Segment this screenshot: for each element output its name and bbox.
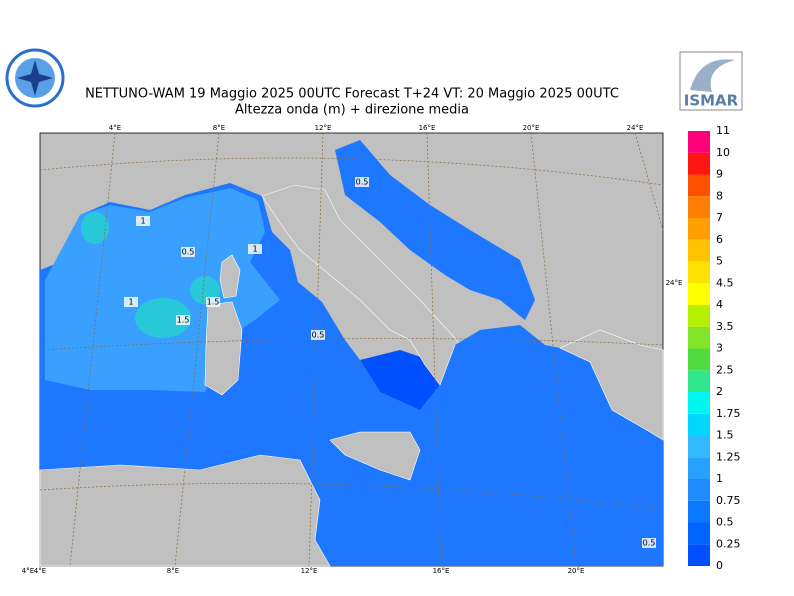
legend-label: 4 [716,298,723,311]
legend-swatch [688,239,710,262]
contour-label: 1 [252,245,257,254]
lon-label: 8°E [213,124,225,132]
lon-label: 20°E [523,124,540,132]
contour-label-bg [642,538,656,548]
subtitle: Altezza onda (m) + direzione media [235,103,469,118]
lon-label: 12°E [315,124,332,132]
contour-label: 1 [128,298,133,307]
legend-label: 3 [716,342,723,355]
legend-swatch [688,370,710,392]
legend-swatch [688,326,710,349]
logo-text: ISMAR [684,92,739,110]
lon-label: 16°E [419,124,436,132]
legend-label: 1.75 [716,407,741,420]
contour-label-bg [248,244,262,254]
legend-swatch [688,131,710,153]
lon-label: 16°E [433,567,450,575]
greece [559,329,664,441]
legend-swatch [688,218,710,240]
grid-line [39,132,664,567]
contour-label-bg [176,315,190,325]
right-logo: ISMAR [679,51,743,111]
legend-swatch [688,305,710,327]
legend-label: 4.5 [716,276,734,289]
legend-swatch [688,457,710,479]
legend-swatch [688,392,710,414]
lon-label: 4°E [22,567,34,575]
africa [39,454,331,567]
contour-label-bg [124,297,138,307]
legend-swatch [688,413,710,436]
contour-label: 0.5 [356,178,369,187]
left-logo [5,48,65,108]
ionian [455,325,590,410]
legend-label: 5 [716,255,723,268]
legend-swatch [688,174,710,197]
legend-swatch [688,261,710,284]
legend-label: 11 [716,124,730,137]
legend-swatch [688,348,710,371]
contour-label: 0.5 [643,539,656,548]
legend-label: 1.25 [716,450,741,463]
legend-label: 0.5 [716,516,734,529]
legend-label: 9 [716,168,723,181]
contour-label-bg [311,330,325,340]
legend-swatch [688,522,710,545]
corsica [219,254,241,299]
legend-label: 1 [716,472,723,485]
legend-label: 8 [716,189,723,202]
legend-label: 6 [716,233,723,246]
adriatic [335,140,535,320]
lon-label: 4°E [34,567,46,575]
contour-label: 1 [140,217,145,226]
contour-label-bg [136,216,150,226]
legend-label: 0 [716,559,723,572]
sea-low [360,350,440,410]
lat-label: 24°E [666,279,683,287]
sicily [329,431,421,481]
contour-label-bg [181,247,195,257]
wave-max [81,212,109,244]
lon-label: 4°E [109,124,121,132]
lon-label: 24°E [627,124,644,132]
lon-label: 20°E [568,567,585,575]
lon-label: 12°E [301,567,318,575]
legend-label: 10 [716,146,730,159]
map [39,132,664,567]
legend-label: 3.5 [716,320,734,333]
contour-label: 1.5 [207,298,220,307]
sardinia [204,301,243,396]
legend-swatch [688,283,710,305]
legend-label: 0.75 [716,494,741,507]
legend-swatch [688,152,710,175]
lon-label: 8°E [167,567,179,575]
legend-label: 2 [716,385,723,398]
contour-label: 0.5 [182,248,195,257]
contour-label: 0.5 [312,331,325,340]
legend-label: 1.5 [716,429,734,442]
italy [261,184,471,386]
legend-swatch [688,435,710,458]
legend-swatch [688,479,710,501]
contour-label: 1.5 [177,316,190,325]
legend-label: 0.25 [716,537,741,550]
wave-max [135,298,191,338]
legend-label: 2.5 [716,363,734,376]
title: NETTUNO-WAM 19 Maggio 2025 00UTC Forecas… [85,87,619,102]
legend-swatch [688,500,710,523]
legend-swatch [688,544,710,566]
legend-label: 7 [716,211,723,224]
legend-swatch [688,196,710,218]
contour-label-bg [206,297,220,307]
contour-label-bg [355,177,369,187]
